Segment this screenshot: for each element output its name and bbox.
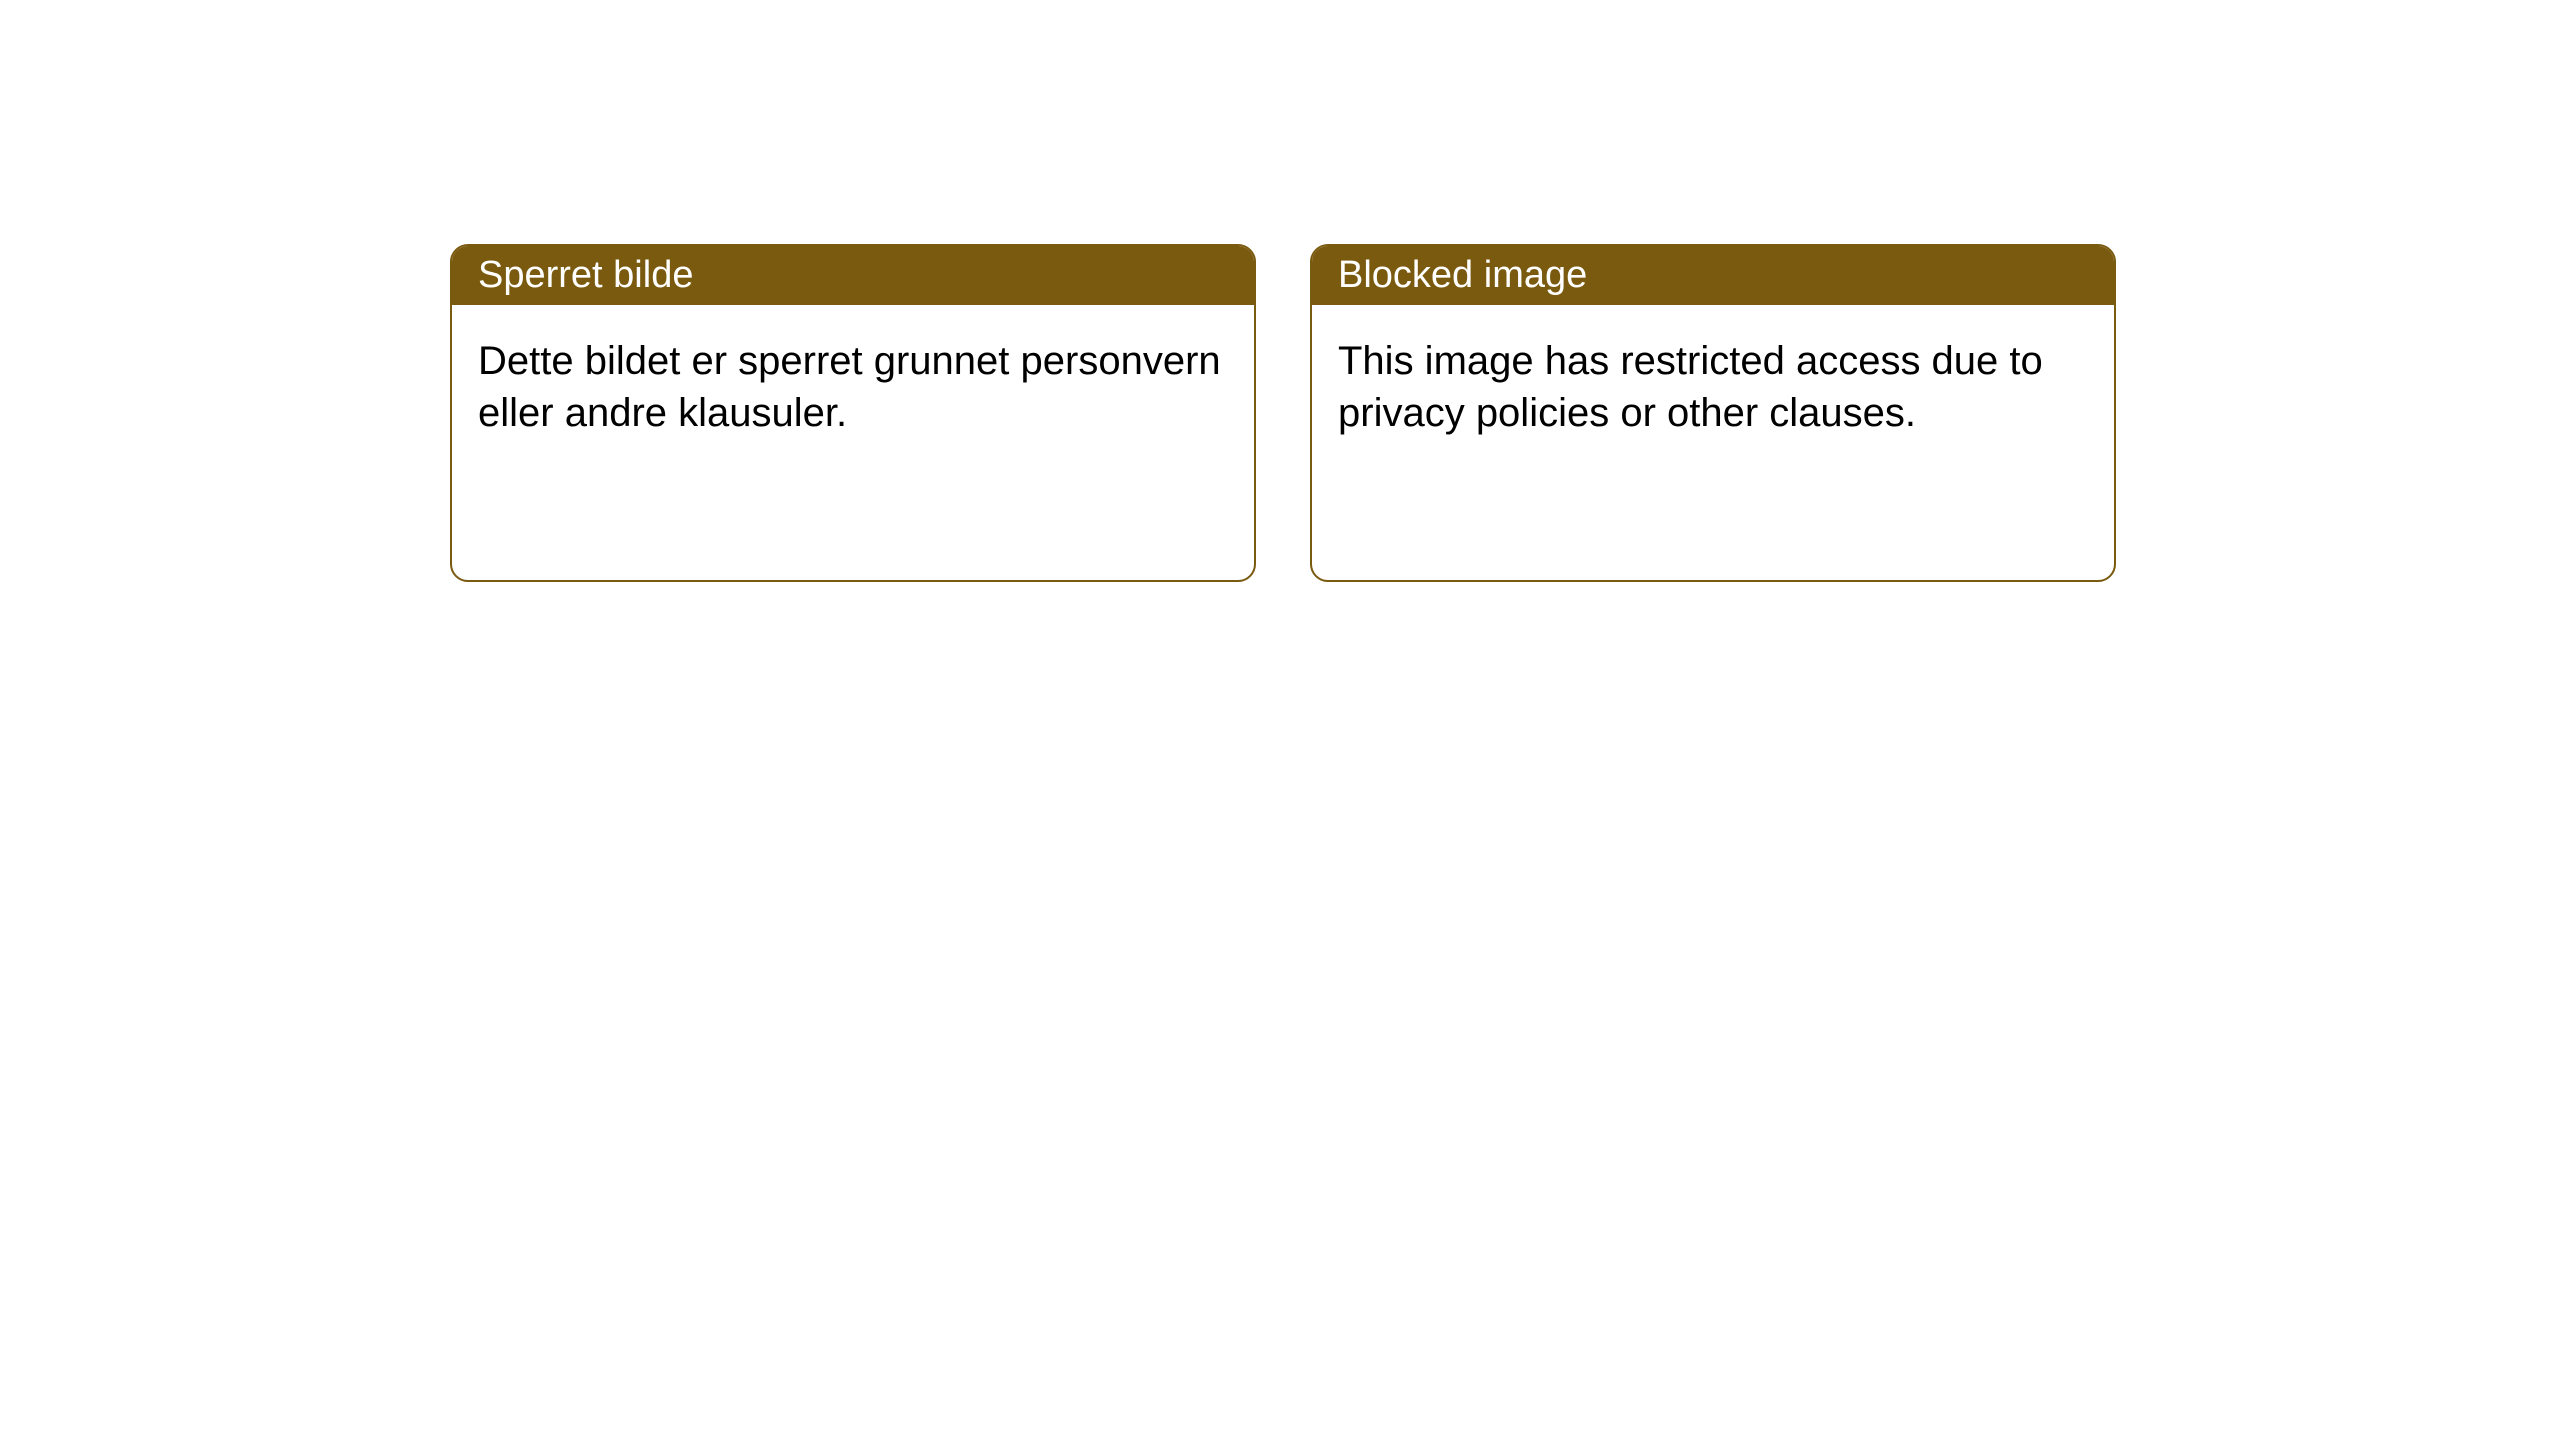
notice-title: Blocked image — [1338, 254, 1587, 296]
notice-header: Sperret bilde — [452, 246, 1254, 305]
notice-box-norwegian: Sperret bilde Dette bildet er sperret gr… — [450, 244, 1256, 582]
notice-text: Dette bildet er sperret grunnet personve… — [478, 339, 1221, 435]
notice-container: Sperret bilde Dette bildet er sperret gr… — [0, 0, 2560, 582]
notice-text: This image has restricted access due to … — [1338, 339, 2043, 435]
notice-title: Sperret bilde — [478, 254, 693, 296]
notice-body: Dette bildet er sperret grunnet personve… — [452, 305, 1254, 469]
notice-header: Blocked image — [1312, 246, 2114, 305]
notice-box-english: Blocked image This image has restricted … — [1310, 244, 2116, 582]
notice-body: This image has restricted access due to … — [1312, 305, 2114, 469]
